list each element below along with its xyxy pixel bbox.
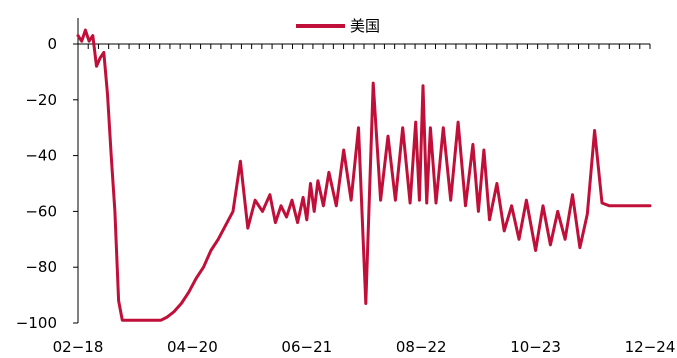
x-tick-label: 12−24 [625, 338, 676, 356]
y-tick-label: −80 [25, 258, 57, 276]
series-layer [76, 28, 652, 322]
x-tick-label: 04−20 [167, 338, 218, 356]
y-tick-label: 0 [47, 35, 57, 53]
y-ticks: 0 −20 −40 −60 −80 −100 [16, 35, 78, 332]
x-ticks: 02−18 04−20 06−21 08−22 10−23 12−24 [53, 44, 676, 356]
y-tick-label: −100 [16, 314, 57, 332]
x-tick-label: 08−22 [396, 338, 447, 356]
legend: 美国 [296, 17, 380, 35]
y-axis: 0 −20 −40 −60 −80 −100 [16, 18, 79, 332]
x-tick-label: 06−21 [281, 338, 332, 356]
y-tick-label: −20 [25, 91, 57, 109]
y-tick-label: −40 [25, 147, 57, 165]
x-tick-label: 02−18 [53, 338, 104, 356]
x-tick-label: 10−23 [510, 338, 561, 356]
legend-label: 美国 [350, 17, 380, 35]
series-line [76, 28, 652, 322]
y-tick-label: −60 [25, 202, 57, 220]
x-axis: 02−18 04−20 06−21 08−22 10−23 12−24 [53, 43, 676, 356]
